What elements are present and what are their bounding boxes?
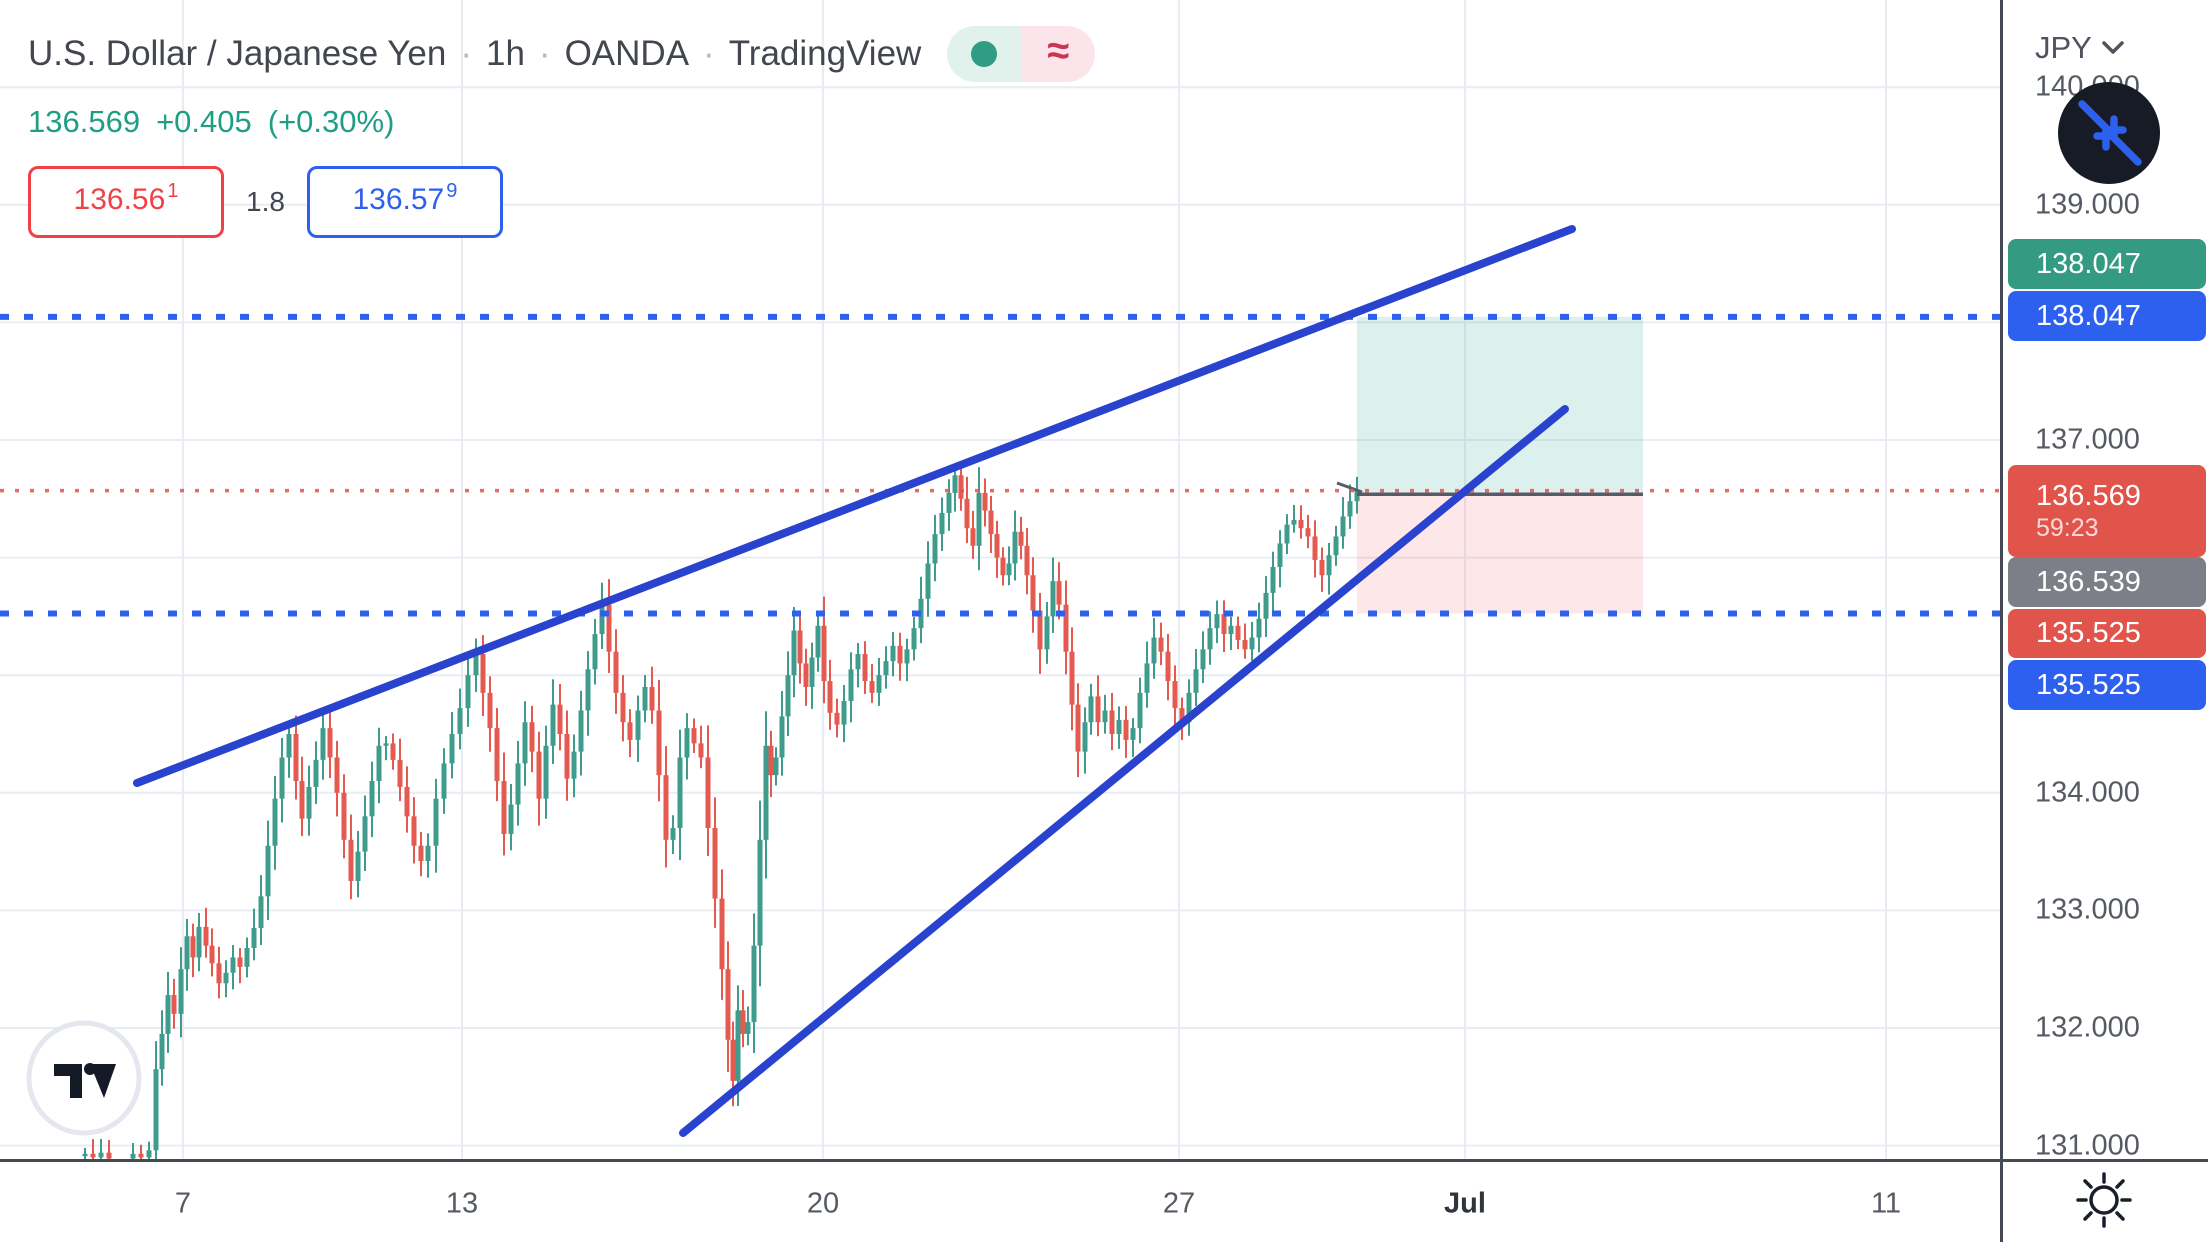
chart-legend: U.S. Dollar / Japanese Yen · 1h · OANDA … bbox=[28, 26, 1096, 238]
last-price: 136.569 bbox=[28, 104, 141, 139]
status-dot-icon bbox=[971, 41, 998, 67]
separator: · bbox=[703, 34, 715, 73]
separator: · bbox=[538, 34, 551, 73]
order-panel: 136.56 1 1.8 136.57 9 bbox=[28, 166, 1095, 238]
gridlines bbox=[0, 0, 2000, 1159]
loss-zone bbox=[1357, 494, 1643, 614]
price-tick-label: 137.000 bbox=[2035, 423, 2140, 456]
symbol-title-row: U.S. Dollar / Japanese Yen · 1h · OANDA … bbox=[28, 26, 1096, 82]
collapse-arrows-icon bbox=[2058, 82, 2160, 184]
price-badge: 136.539 bbox=[2008, 557, 2206, 607]
buy-button[interactable]: 136.57 9 bbox=[306, 166, 503, 238]
price-tick-label: 133.000 bbox=[2035, 893, 2140, 926]
price-change-pct: (+0.30%) bbox=[267, 104, 395, 139]
time-tick-label: 11 bbox=[1870, 1187, 1902, 1219]
price-badge: 138.047 bbox=[2008, 239, 2206, 289]
currency-label: JPY bbox=[2035, 30, 2092, 65]
interval-label[interactable]: 1h bbox=[485, 34, 525, 73]
price-badge: 135.525 bbox=[2008, 609, 2206, 658]
profit-zone bbox=[1357, 316, 1643, 495]
lower-trendline[interactable] bbox=[679, 405, 1569, 1137]
separator: · bbox=[460, 34, 472, 73]
buy-price-fraction: 9 bbox=[446, 180, 458, 202]
sun-icon bbox=[2076, 1172, 2132, 1228]
spread-value: 1.8 bbox=[246, 186, 285, 217]
collapse-pane-button[interactable] bbox=[2058, 82, 2160, 184]
price-tick-label: 139.000 bbox=[2035, 188, 2140, 221]
candlestick-series bbox=[82, 463, 1360, 1159]
quote-row: 136.569 +0.405 (+0.30%) bbox=[28, 104, 1095, 140]
axis-divider bbox=[2000, 1162, 2003, 1242]
sell-price-fraction: 1 bbox=[167, 180, 179, 202]
price-badge: 136.569 59:23 bbox=[2008, 465, 2206, 557]
delayed-data-icon: ≈ bbox=[1021, 26, 1096, 82]
time-tick-label: 20 bbox=[806, 1187, 840, 1219]
sell-button[interactable]: 136.56 1 bbox=[28, 166, 224, 238]
theme-toggle-button[interactable] bbox=[2074, 1170, 2134, 1230]
market-status-pill[interactable]: ≈ bbox=[947, 26, 1096, 82]
price-tick-label: 131.000 bbox=[2035, 1129, 2140, 1162]
price-badge: 138.047 bbox=[2008, 291, 2206, 341]
price-tick-label: 134.000 bbox=[2035, 776, 2140, 809]
price-chart-svg bbox=[0, 0, 2000, 1159]
time-axis[interactable]: 7 13 20 27 Jul 11 bbox=[0, 1159, 2208, 1245]
upper-trendline[interactable] bbox=[133, 225, 1576, 787]
currency-dropdown[interactable]: JPY bbox=[2035, 30, 2124, 66]
price-axis[interactable]: JPY 140.000 139.000 137.000 134.000 133.000 1… bbox=[2000, 0, 2208, 1162]
time-tick-label: 27 bbox=[1162, 1187, 1196, 1219]
entry-handle bbox=[1336, 481, 1363, 494]
long-position-tool[interactable] bbox=[1336, 316, 1643, 614]
market-open-indicator bbox=[947, 26, 1022, 82]
symbol-title[interactable]: U.S. Dollar / Japanese Yen bbox=[28, 34, 447, 73]
price-change: +0.405 bbox=[156, 104, 252, 139]
time-tick-label: 7 bbox=[174, 1187, 192, 1219]
exchange-label[interactable]: OANDA bbox=[564, 34, 690, 73]
chevron-down-icon bbox=[2102, 41, 2124, 54]
buy-price: 136.57 bbox=[352, 183, 445, 216]
time-tick-label: 13 bbox=[445, 1187, 479, 1219]
tradingview-logo[interactable] bbox=[24, 1018, 144, 1138]
platform-label[interactable]: TradingView bbox=[728, 34, 922, 73]
tradingview-logo-icon bbox=[26, 1020, 142, 1136]
sell-price: 136.56 bbox=[73, 183, 166, 216]
chart-canvas[interactable] bbox=[0, 0, 2000, 1159]
time-tick-label: Jul bbox=[1444, 1187, 1486, 1219]
price-tick-label: 132.000 bbox=[2035, 1011, 2140, 1044]
price-badge: 135.525 bbox=[2008, 660, 2206, 710]
